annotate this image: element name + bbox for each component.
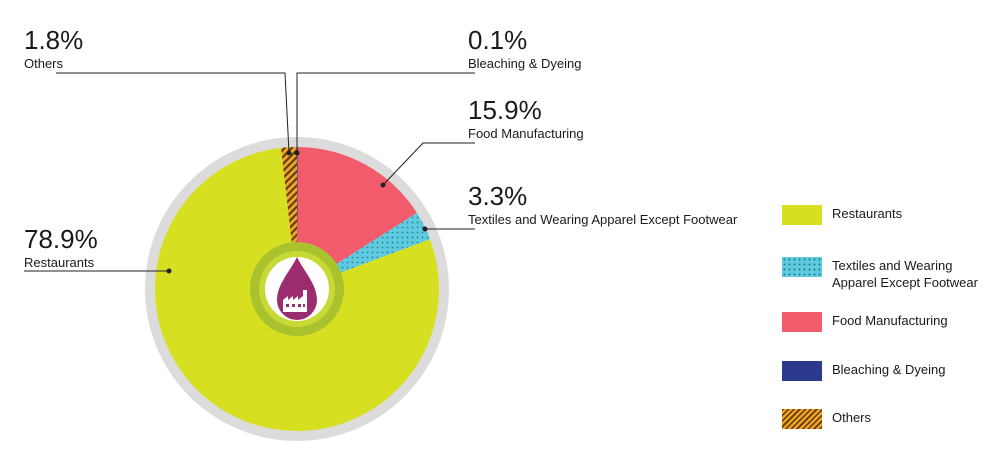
leader-line-restaurants	[24, 268, 172, 274]
data-label-value-restaurants: 78.9%	[24, 224, 98, 254]
data-label-value-food-manufacturing: 15.9%	[468, 95, 542, 125]
leader-line-textiles	[422, 226, 475, 232]
legend-label-restaurants: Restaurants	[832, 206, 903, 221]
data-label-category-textiles: Textiles and Wearing Apparel Except Foot…	[468, 212, 738, 227]
legend-item-food-manufacturing: Food Manufacturing	[782, 312, 992, 332]
data-label-value-bleaching: 0.1%	[468, 25, 527, 55]
data-label-category-restaurants: Restaurants	[24, 255, 95, 270]
leader-line-bleaching	[294, 72, 475, 156]
legend-swatch-bleaching	[782, 361, 822, 381]
legend-swatch-restaurants	[782, 205, 822, 225]
data-label-category-food-manufacturing: Food Manufacturing	[468, 126, 584, 141]
legend-item-restaurants: Restaurants	[782, 205, 992, 225]
data-label-value-others: 1.8%	[24, 25, 83, 55]
leader-line-food-manufacturing	[380, 142, 475, 188]
legend-label-bleaching: Bleaching & Dyeing	[832, 362, 946, 377]
data-label-value-textiles: 3.3%	[468, 181, 527, 211]
legend-label-food-manufacturing: Food Manufacturing	[832, 313, 948, 328]
legend-swatch-textiles	[782, 257, 822, 277]
legend-label-textiles: Textiles and Wearing Apparel Except Foot…	[832, 258, 978, 290]
data-label-category-others: Others	[24, 56, 64, 71]
legend-swatch-others	[782, 409, 822, 429]
data-label-category-bleaching: Bleaching & Dyeing	[468, 56, 581, 71]
legend-label-others: Others	[832, 410, 872, 425]
legend-item-others: Others	[782, 409, 992, 429]
legend-item-bleaching: Bleaching & Dyeing	[782, 361, 992, 381]
legend-swatch-food-manufacturing	[782, 312, 822, 332]
leader-line-others	[56, 72, 292, 156]
factory-droplet-icon	[277, 257, 317, 320]
legend-item-textiles: Textiles and Wearing Apparel Except Foot…	[782, 257, 992, 291]
